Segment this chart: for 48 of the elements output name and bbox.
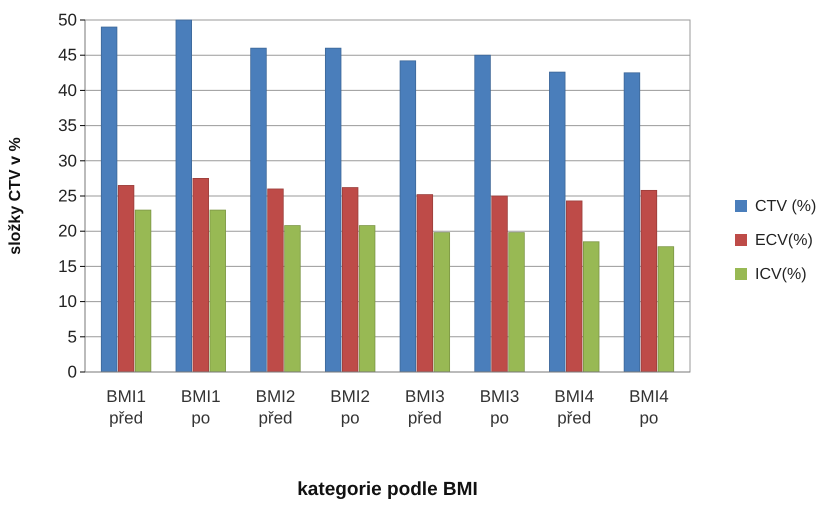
bar: [549, 72, 566, 372]
x-tick-label: BMI4 před: [554, 387, 594, 428]
bar: [582, 241, 600, 372]
bar: [491, 196, 508, 372]
y-tick-label: 0: [68, 362, 77, 382]
bar: [176, 20, 192, 372]
y-tick-label: 15: [58, 256, 77, 276]
y-tick-label: 25: [58, 186, 77, 206]
y-tick-label: 10: [58, 292, 77, 312]
y-axis-title: složky CTV v %: [7, 137, 24, 255]
bar: [434, 232, 450, 372]
y-tick-label: 45: [58, 46, 77, 65]
x-tick-label: BMI3 před: [405, 387, 445, 428]
x-tick-label: BMI1 před: [106, 387, 146, 428]
bar: [640, 190, 658, 372]
bar: [250, 48, 267, 372]
x-tick-label: BMI4 po: [629, 387, 669, 428]
y-tick-label: 5: [68, 327, 77, 346]
bar: [400, 60, 416, 372]
y-tick-label: 40: [58, 80, 77, 100]
x-tick-label: BMI2 po: [330, 387, 370, 428]
bar: [100, 26, 118, 372]
y-tick-label: 35: [58, 116, 77, 136]
x-tick-label: BMI3 po: [480, 387, 520, 428]
bar: [358, 225, 376, 372]
bar: [474, 54, 491, 372]
bar: [210, 210, 226, 372]
legend-label: ECV(%): [755, 232, 813, 249]
y-tick-label: 50: [58, 10, 77, 30]
x-axis-title: kategorie podle BMI: [297, 479, 478, 500]
bar: [324, 48, 342, 372]
y-tick-label: 20: [58, 222, 77, 241]
legend-label: ICV(%): [755, 266, 807, 283]
bar: [267, 188, 284, 372]
bar: [118, 185, 134, 372]
bar: [658, 246, 674, 372]
bar: [134, 210, 152, 372]
bar: [416, 194, 434, 372]
bar: [192, 178, 209, 372]
legend-label: CTV (%): [755, 198, 816, 215]
bar: [284, 225, 301, 372]
y-tick-label: 30: [58, 151, 77, 170]
bar: [342, 187, 358, 372]
x-tick-label: BMI1 po: [180, 387, 221, 428]
bar: [508, 232, 525, 372]
x-tick-label: BMI2 před: [256, 387, 296, 428]
bar: [566, 200, 582, 372]
bar: [624, 72, 640, 372]
